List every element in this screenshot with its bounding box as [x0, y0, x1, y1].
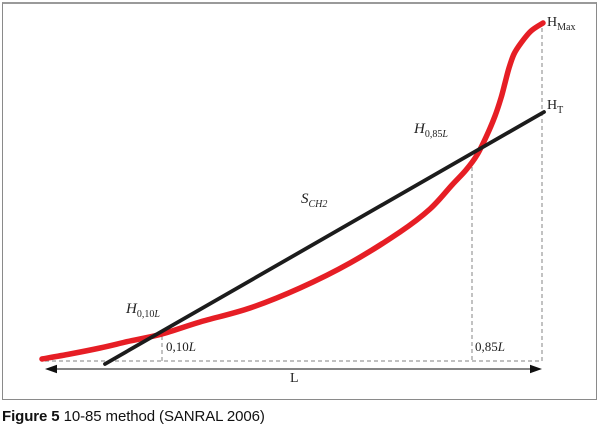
slope-line — [103, 110, 546, 366]
label-h-t: HT — [547, 99, 563, 116]
tick-085l-var: L — [497, 339, 505, 354]
arrowhead-left-icon — [45, 364, 57, 374]
label-h-010l: H0,10L — [126, 302, 160, 320]
label-s-ch2: SCH2 — [301, 192, 327, 210]
stream-profile-curve — [39, 20, 546, 362]
label-h-max-main: H — [547, 15, 558, 30]
tick-label-085l: 0,85L — [475, 340, 505, 353]
tick-010l-var: L — [188, 339, 196, 354]
dashed-guides — [45, 28, 543, 362]
figure-border — [2, 2, 597, 400]
label-h-085l-sub-num: 0,85 — [424, 129, 443, 140]
length-arrow — [45, 364, 542, 374]
label-h-max: HMax — [547, 16, 575, 33]
tick-010l-num: 0,10 — [166, 339, 189, 354]
label-h-085l-main: H — [414, 121, 425, 137]
label-s-ch2-sub: CH2 — [308, 199, 328, 210]
label-h-010l-sub-var: L — [154, 309, 160, 320]
label-h-max-sub: Max — [557, 22, 576, 33]
label-h-085l-sub-var: L — [442, 129, 448, 140]
label-h-t-sub: T — [557, 105, 564, 116]
length-label: L — [290, 371, 299, 386]
tick-085l-num: 0,85 — [475, 339, 498, 354]
tick-label-010l: 0,10L — [166, 340, 196, 353]
label-h-085l: H0,85L — [414, 122, 448, 140]
label-h-t-main: H — [547, 98, 558, 113]
figure-caption-text: 10-85 method (SANRAL 2006) — [63, 408, 265, 425]
label-h-010l-main: H — [126, 301, 137, 317]
figure-caption-number: Figure 5 — [2, 408, 60, 425]
figure-caption: Figure 5 10-85 method (SANRAL 2006) — [2, 408, 265, 425]
label-h-010l-sub-num: 0,10 — [136, 309, 155, 320]
arrowhead-right-icon — [530, 364, 542, 374]
label-s-ch2-main: S — [301, 191, 309, 207]
